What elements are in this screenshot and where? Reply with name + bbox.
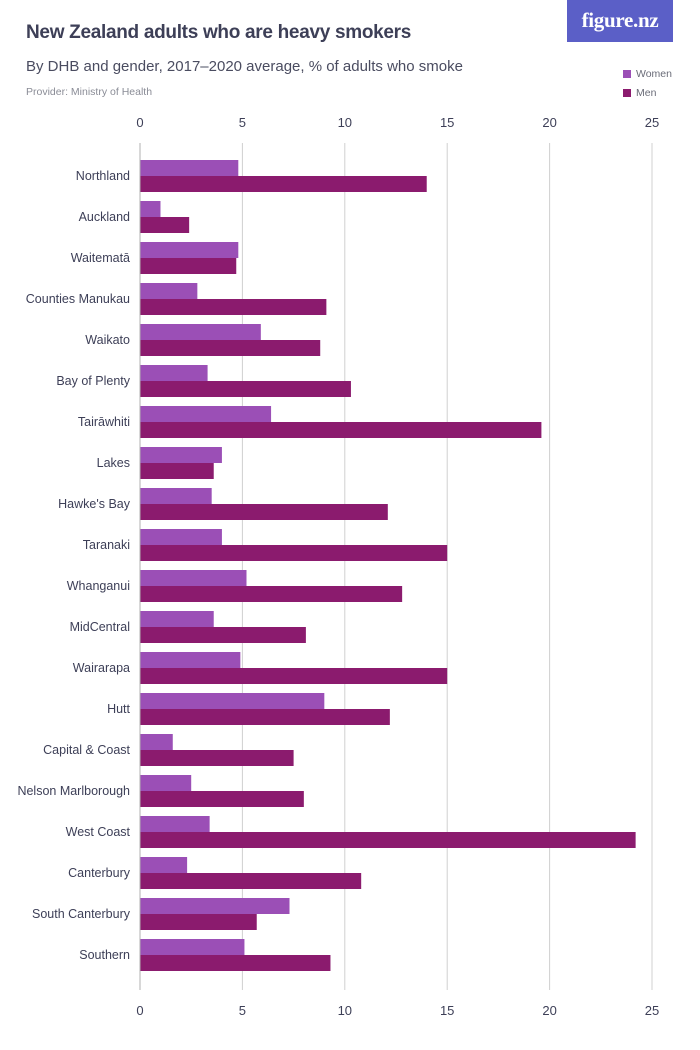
bar-men — [140, 832, 636, 848]
bar-women — [140, 570, 247, 586]
category-label: Hutt — [107, 702, 130, 716]
bar-women — [140, 816, 210, 832]
category-label: West Coast — [66, 825, 131, 839]
category-label: Northland — [76, 169, 130, 183]
bar-men — [140, 873, 362, 889]
x-tick-label-top: 25 — [645, 115, 659, 130]
x-tick-label-bottom: 0 — [136, 1003, 143, 1018]
category-label: Tairāwhiti — [78, 415, 130, 429]
bar-men — [140, 955, 331, 971]
chart-legend: Women Men — [623, 64, 672, 102]
bar-men — [140, 217, 190, 233]
legend-item-men: Men — [623, 83, 672, 102]
category-label: Capital & Coast — [43, 743, 130, 757]
x-tick-label-bottom: 20 — [542, 1003, 556, 1018]
category-label: Counties Manukau — [26, 292, 130, 306]
bar-men — [140, 299, 327, 315]
category-label: Wairarapa — [73, 661, 130, 675]
x-tick-label-bottom: 5 — [239, 1003, 246, 1018]
bar-men — [140, 586, 403, 602]
bar-women — [140, 611, 214, 627]
bar-men — [140, 422, 542, 438]
provider-note: Provider: Ministry of Health — [26, 86, 153, 98]
category-label: Southern — [79, 948, 130, 962]
bar-men — [140, 176, 427, 192]
x-tick-label-bottom: 15 — [440, 1003, 454, 1018]
x-tick-label-bottom: 10 — [338, 1003, 352, 1018]
bar-men — [140, 463, 214, 479]
category-label: Bay of Plenty — [56, 374, 130, 388]
bar-men — [140, 545, 448, 561]
figure-nz-logo[interactable]: figure.nz — [567, 0, 673, 42]
category-label: Waikato — [85, 333, 130, 347]
category-label: Auckland — [79, 210, 130, 224]
category-label: South Canterbury — [32, 907, 131, 921]
x-tick-label-top: 10 — [338, 115, 352, 130]
x-tick-label-top: 20 — [542, 115, 556, 130]
x-tick-label-top: 5 — [239, 115, 246, 130]
category-label: MidCentral — [70, 620, 130, 634]
bar-women — [140, 857, 188, 873]
bar-women — [140, 283, 198, 299]
bar-women — [140, 652, 241, 668]
bar-women — [140, 693, 325, 709]
category-label: Whanganui — [67, 579, 130, 593]
category-label: Nelson Marlborough — [17, 784, 130, 798]
bar-men — [140, 627, 306, 643]
legend-label-men: Men — [636, 86, 657, 99]
bar-women — [140, 529, 222, 545]
bar-men — [140, 709, 390, 725]
x-tick-label-top: 15 — [440, 115, 454, 130]
bar-women — [140, 898, 290, 914]
bar-women — [140, 939, 245, 955]
bar-women — [140, 775, 192, 791]
category-label: Canterbury — [68, 866, 131, 880]
bar-men — [140, 504, 388, 520]
category-label: Lakes — [97, 456, 130, 470]
x-tick-label-top: 0 — [136, 115, 143, 130]
bar-women — [140, 160, 239, 176]
bar-men — [140, 914, 257, 930]
legend-label-women: Women — [636, 67, 672, 80]
bar-women — [140, 447, 222, 463]
bar-women — [140, 734, 173, 750]
bar-men — [140, 381, 351, 397]
legend-swatch-women — [623, 69, 631, 78]
bar-women — [140, 242, 239, 258]
x-tick-label-bottom: 25 — [645, 1003, 659, 1018]
bar-men — [140, 340, 321, 356]
bar-men — [140, 668, 448, 684]
bar-men — [140, 750, 294, 766]
bar-women — [140, 406, 272, 422]
chart-subtitle: By DHB and gender, 2017–2020 average, % … — [26, 58, 463, 75]
category-label: Waitematā — [71, 251, 130, 265]
bar-women — [140, 201, 161, 217]
legend-item-women: Women — [623, 64, 672, 83]
bar-women — [140, 365, 208, 381]
legend-swatch-men — [623, 88, 631, 97]
bar-women — [140, 324, 261, 340]
bar-men — [140, 791, 304, 807]
bar-women — [140, 488, 212, 504]
category-label: Taranaki — [83, 538, 130, 552]
bar-men — [140, 258, 237, 274]
category-label: Hawke's Bay — [58, 497, 131, 511]
chart-title: New Zealand adults who are heavy smokers — [26, 22, 412, 43]
